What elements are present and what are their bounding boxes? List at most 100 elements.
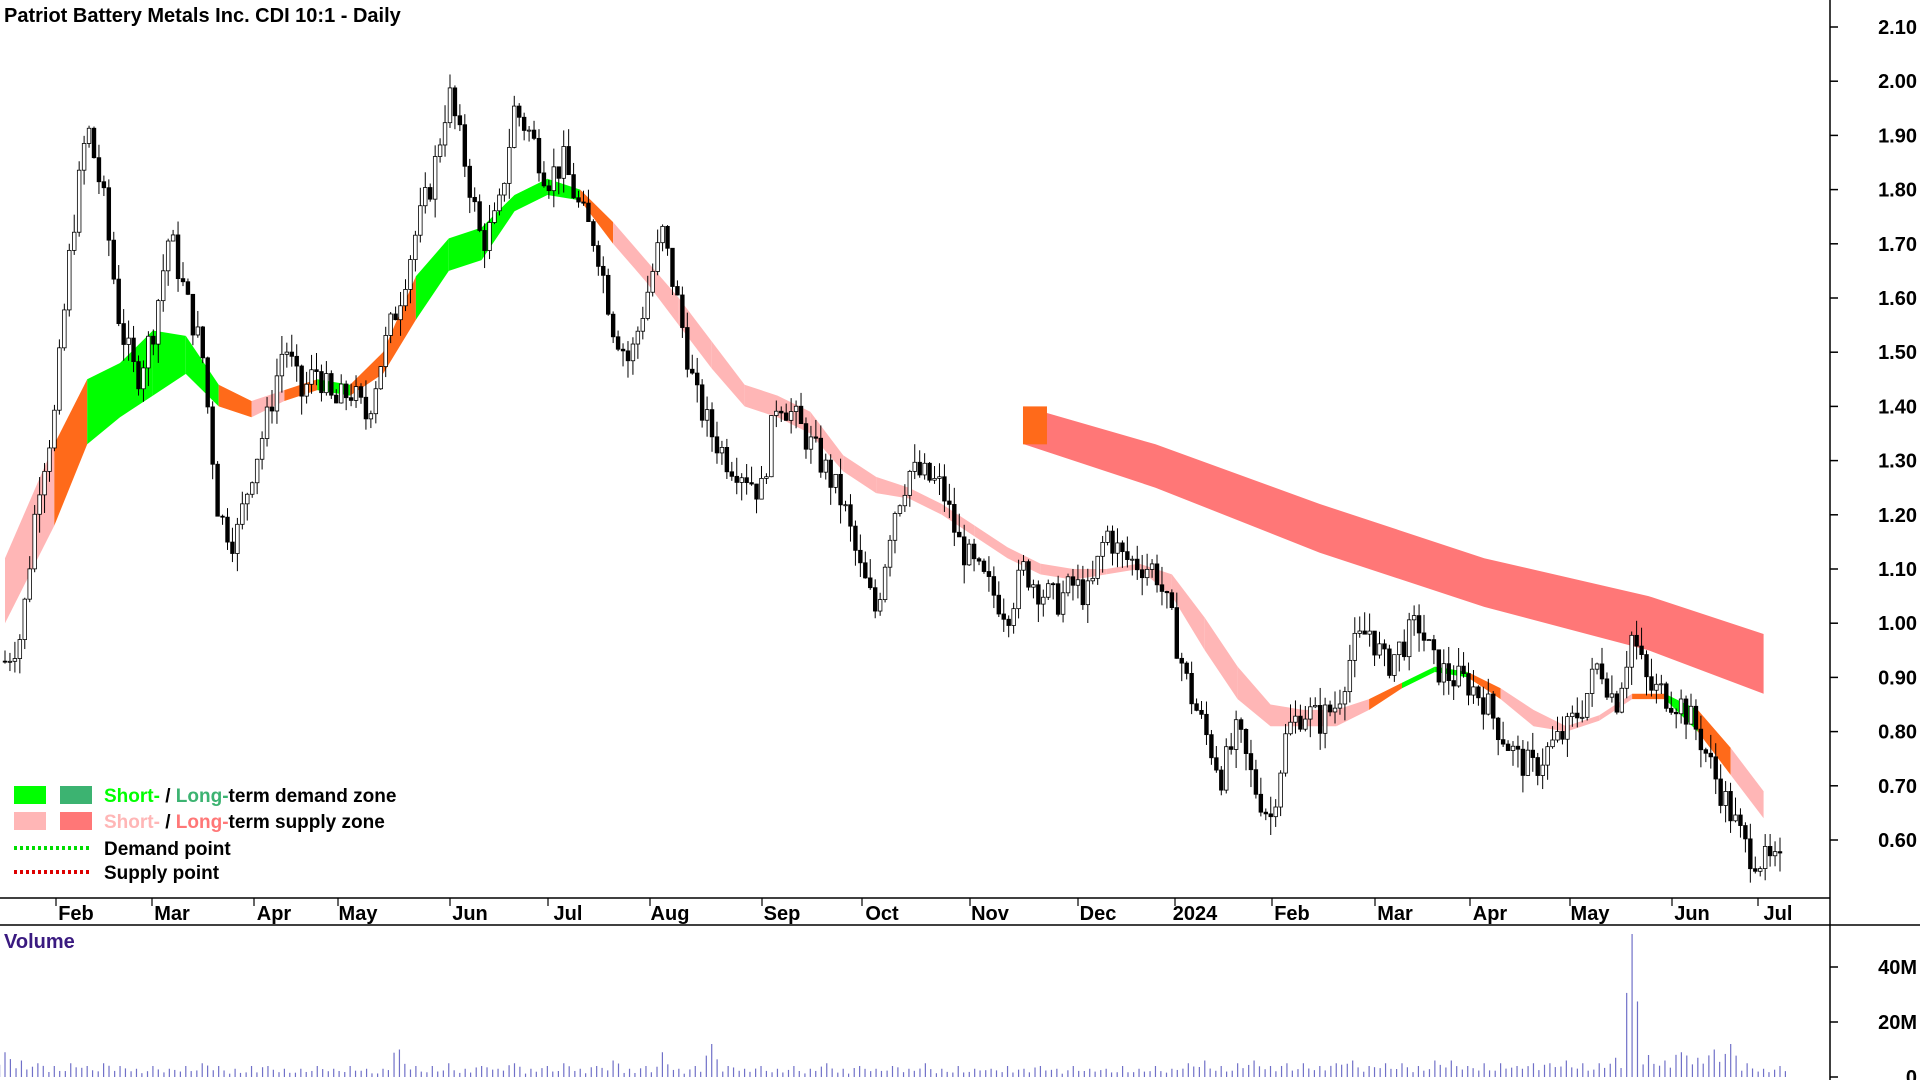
candle-body — [858, 549, 863, 564]
candle-body — [976, 558, 982, 562]
candle-body — [1327, 704, 1333, 713]
candle-body — [507, 147, 512, 184]
candle-body — [952, 504, 957, 533]
candle-body — [32, 513, 37, 570]
candle-body — [877, 599, 883, 612]
candle-body — [1238, 719, 1244, 730]
candle-body — [1184, 662, 1189, 674]
candle-body — [7, 660, 13, 663]
candle-body — [151, 335, 156, 345]
candle-body — [541, 172, 547, 187]
candle-body — [1644, 654, 1649, 678]
candle-body — [428, 187, 433, 200]
candle-body — [1154, 563, 1160, 586]
candle-body — [729, 471, 735, 477]
candle-body — [922, 462, 927, 476]
candle-body — [1308, 706, 1313, 720]
candle-body — [1115, 542, 1120, 554]
short-term-supply-zone — [1533, 709, 1567, 732]
candle-body — [27, 568, 32, 600]
candle-body — [1545, 746, 1550, 766]
candle-body — [853, 525, 858, 551]
candle-body — [62, 309, 67, 349]
candle-body — [1105, 530, 1110, 543]
candle-body — [314, 369, 319, 372]
month-tick-label: Apr — [1473, 903, 1508, 925]
short-term-supply-zone — [580, 189, 614, 244]
candle-body — [1016, 569, 1021, 610]
candle-body — [704, 409, 710, 421]
candle-body — [413, 234, 418, 260]
candle-body — [546, 185, 552, 192]
candle-body — [764, 476, 769, 479]
short-term-supply-zone — [1237, 666, 1271, 727]
candle-body — [1204, 713, 1209, 736]
short-term-supply-zone — [5, 444, 55, 624]
candle-body — [971, 543, 977, 560]
candle-body — [1006, 618, 1011, 626]
short-term-supply-zone — [1040, 563, 1074, 580]
candle-body — [131, 337, 136, 362]
candle-body — [1466, 673, 1471, 696]
candle-body — [502, 182, 507, 196]
candle-body — [670, 247, 675, 287]
candle-body — [635, 330, 641, 345]
candle-body — [531, 129, 537, 139]
candle-body — [1273, 806, 1278, 818]
price-tick-label: 0.60 — [1878, 830, 1917, 852]
candle-body — [452, 87, 458, 117]
candle-body — [1683, 698, 1689, 725]
candle-body — [299, 365, 304, 397]
candle-body — [1036, 584, 1041, 605]
candle-body — [1476, 686, 1481, 699]
candle-body — [1505, 743, 1511, 751]
candle-body — [1718, 778, 1723, 806]
candle-body — [937, 476, 942, 479]
volume-bars — [0, 934, 1787, 1077]
candle-body — [1599, 663, 1605, 680]
candle-body — [1278, 772, 1283, 808]
month-tick-label: Aug — [651, 903, 690, 925]
candle-body — [1416, 615, 1422, 634]
candle-body — [250, 482, 255, 495]
candle-body — [576, 197, 581, 203]
short-term-supply-zone — [744, 384, 778, 418]
candle-body — [1550, 739, 1555, 748]
candle-body — [1055, 583, 1061, 615]
legend-label-demand-zone: Short- / Long-term demand zone — [104, 786, 396, 807]
candle-body — [269, 406, 275, 412]
candle-body — [1733, 814, 1738, 822]
candle-body — [1248, 753, 1254, 771]
candle-body — [175, 234, 181, 280]
candle-body — [1367, 630, 1372, 635]
month-tick-label: Feb — [58, 903, 94, 925]
candle-body — [986, 571, 992, 577]
candle-body — [487, 222, 492, 251]
candle-body — [517, 105, 522, 118]
short-term-supply-zone — [350, 352, 383, 396]
candle-body — [457, 115, 463, 126]
candle-body — [2, 660, 8, 663]
candle-body — [1713, 756, 1718, 780]
candle-body — [403, 289, 408, 307]
candle-body — [744, 477, 749, 484]
candle-body — [1762, 846, 1768, 869]
candle-body — [111, 239, 116, 280]
candle-body — [418, 205, 423, 236]
candle-body — [210, 406, 215, 465]
candle-body — [1772, 851, 1778, 857]
candle-body — [1120, 542, 1125, 553]
candle-body — [823, 459, 828, 473]
candle-body — [1209, 734, 1214, 759]
candle-body — [724, 446, 730, 473]
candle-body — [12, 658, 18, 662]
candle-body — [902, 494, 908, 507]
candle-body — [190, 293, 196, 336]
short-term-supply-zone — [1500, 688, 1534, 727]
candle-body — [1535, 757, 1540, 776]
month-tick-label: Sep — [764, 903, 801, 925]
candle-body — [1382, 643, 1387, 650]
candle-body — [1100, 542, 1105, 557]
candle-body — [1659, 683, 1664, 686]
